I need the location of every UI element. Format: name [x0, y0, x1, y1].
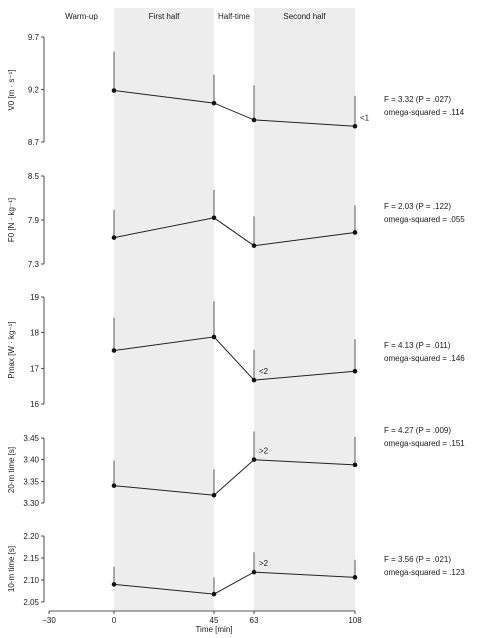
data-point [211, 215, 217, 221]
series-line [113, 336, 356, 381]
panel-5: 2.20 2.15 2.10 2.05 10-m time [s] >2 F = 3.56 … [7, 532, 465, 607]
phase-band-first-half [114, 8, 214, 611]
y-axis-label: V0 [m · s⁻¹] [7, 69, 16, 110]
stat-f-label: F = 3.56 (P = .021) [384, 555, 451, 564]
y-tick-label: 18 [30, 329, 39, 338]
y-tick-label: 3.45 [23, 434, 39, 443]
x-tick-label: 108 [348, 616, 362, 625]
y-tick-label: 7.3 [28, 260, 40, 269]
y-tick-label: 17 [30, 364, 39, 373]
y-tick-label: 9.2 [28, 86, 40, 95]
y-tick-label: 3.40 [23, 456, 39, 465]
phase-label-half-time: Half-time [218, 12, 251, 21]
y-tick-label: 2.20 [23, 532, 39, 541]
series-line [113, 571, 356, 595]
annotation-label: <2 [259, 367, 269, 376]
data-point [352, 575, 358, 580]
stat-f-label: F = 2.03 (P = .122) [384, 202, 451, 211]
panel-4: 3.45 3.40 3.35 3.30 20-m time [s] >2 F = 4.27 … [7, 426, 465, 508]
chart-panels: 9.7 9.2 8.7 V0 [m · s⁻¹] <1 F = 3.32 (P = .02… [7, 33, 465, 607]
data-point [352, 462, 358, 468]
phase-band-second-half [254, 8, 355, 611]
data-point [211, 334, 217, 340]
data-point [111, 582, 117, 587]
stat-omega-label: omega-squared = .146 [384, 354, 465, 363]
data-point [211, 100, 217, 106]
x-axis-label: Time [min] [195, 625, 232, 634]
stat-f-label: F = 4.13 (P = .011) [384, 341, 451, 350]
y-tick-label: 2.05 [23, 598, 39, 607]
data-point [211, 591, 217, 597]
series-line [113, 459, 356, 496]
series-line [113, 217, 356, 247]
x-tick-label: 63 [250, 616, 259, 625]
phase-labels: Warm-up First half Half-time Second half [65, 12, 326, 21]
x-tick-label: −30 [42, 616, 56, 625]
stat-omega-label: omega-squared = .151 [384, 439, 465, 448]
phase-label-warm-up: Warm-up [65, 12, 98, 21]
annotation-label: >2 [259, 447, 269, 456]
y-tick-label: 2.15 [23, 554, 39, 563]
panel-2: 8.5 7.9 7.3 F0 [N · kg⁻¹] F = 2.03 (P = .122… [7, 172, 465, 269]
y-tick-label: 3.35 [23, 477, 39, 486]
data-point [111, 88, 117, 93]
stat-f-label: F = 4.27 (P = .009) [384, 426, 451, 435]
data-point [251, 377, 257, 383]
data-point [352, 368, 358, 374]
phase-label-second-half: Second half [283, 12, 326, 21]
data-point [111, 348, 117, 353]
y-tick-label: 19 [30, 293, 39, 302]
y-tick-label: 7.9 [28, 216, 40, 225]
annotation-label: >2 [259, 559, 269, 568]
data-point [251, 117, 257, 123]
y-tick-label: 8.5 [28, 172, 40, 181]
x-tick-label: 45 [210, 616, 219, 625]
data-point [251, 457, 257, 462]
x-tick-label: 0 [112, 616, 117, 625]
data-point [352, 123, 358, 129]
data-point [111, 483, 117, 488]
data-point [211, 492, 217, 498]
stat-omega-label: omega-squared = .055 [384, 215, 465, 224]
y-axis-label: F0 [N · kg⁻¹] [7, 198, 16, 242]
y-axis-label: 10-m time [s] [7, 546, 16, 592]
data-point [251, 243, 257, 248]
y-axis-label: Pmax [W · kg⁻¹] [7, 321, 16, 378]
y-axis-label: 20-m time [s] [7, 447, 16, 493]
data-point [352, 230, 358, 235]
panel-1: 9.7 9.2 8.7 V0 [m · s⁻¹] <1 F = 3.32 (P = .02… [7, 33, 465, 147]
phase-label-first-half: First half [149, 12, 180, 21]
data-point [251, 569, 257, 575]
y-tick-label: 9.7 [28, 33, 40, 42]
y-tick-label: 8.7 [28, 138, 40, 147]
series-line [113, 90, 356, 127]
panel-3: 19 18 17 16 Pmax [W · kg⁻¹] <2 F = 4.13 (P = .… [7, 293, 465, 409]
stat-omega-label: omega-squared = .123 [384, 568, 465, 577]
x-axis: −30 0 45 63 108 Time [min] [42, 610, 362, 634]
data-point [111, 235, 117, 240]
y-tick-label: 3.30 [23, 499, 39, 508]
annotation-label: <1 [360, 113, 370, 122]
y-tick-label: 16 [30, 400, 39, 409]
stat-f-label: F = 3.32 (P = .027) [384, 95, 451, 104]
phase-shading [114, 8, 355, 611]
stat-omega-label: omega-squared = .114 [384, 108, 465, 117]
y-tick-label: 2.10 [23, 576, 39, 585]
